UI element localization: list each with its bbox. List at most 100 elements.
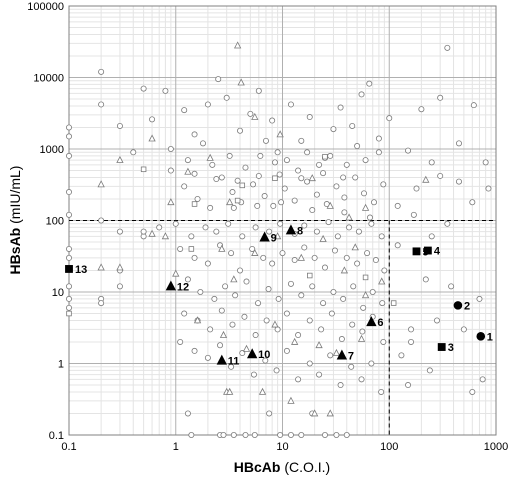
background-point-circle bbox=[306, 360, 313, 367]
y-tick-label: 1000 bbox=[40, 144, 64, 156]
background-point-circle bbox=[266, 410, 273, 417]
x-tick-label: 0.1 bbox=[61, 441, 76, 453]
background-point-circle bbox=[277, 220, 284, 227]
background-point-triangle bbox=[193, 316, 202, 324]
highlighted-point-9 bbox=[259, 231, 270, 242]
background-point-triangle bbox=[361, 291, 370, 299]
x-tick-label: 1 bbox=[173, 441, 179, 453]
highlighted-point-4 bbox=[423, 246, 432, 255]
background-point-triangle bbox=[357, 334, 366, 342]
background-point-circle bbox=[254, 202, 261, 209]
background-point-triangle bbox=[315, 341, 323, 349]
background-point-circle bbox=[66, 304, 73, 311]
background-point-circle bbox=[222, 283, 229, 290]
background-point-triangle bbox=[251, 248, 259, 256]
y-tick-label: 0.1 bbox=[49, 430, 64, 442]
background-point-circle bbox=[298, 431, 305, 438]
background-point-circle bbox=[366, 214, 373, 221]
background-point-circle bbox=[98, 68, 105, 75]
background-point-circle bbox=[202, 224, 209, 231]
y-tick-label: 100000 bbox=[27, 1, 64, 13]
background-point-circle bbox=[156, 224, 163, 231]
background-point-circle bbox=[355, 228, 362, 235]
background-point-circle bbox=[469, 199, 476, 206]
background-point-circle bbox=[241, 313, 248, 320]
background-point-triangle bbox=[226, 387, 234, 395]
background-point-circle bbox=[228, 250, 235, 257]
background-point-circle bbox=[250, 181, 257, 188]
background-point-circle bbox=[243, 278, 250, 285]
background-point-circle bbox=[217, 342, 224, 349]
highlighted-point-8 bbox=[285, 224, 297, 235]
background-point-circle bbox=[226, 152, 233, 159]
background-point-circle bbox=[279, 250, 286, 257]
background-point-circle bbox=[172, 220, 179, 227]
background-point-circle bbox=[405, 382, 412, 389]
point-label-9: 9 bbox=[271, 232, 277, 244]
point-label-11: 11 bbox=[228, 356, 240, 368]
background-point-circle bbox=[316, 371, 323, 378]
background-point-circle bbox=[213, 176, 220, 183]
background-point-circle bbox=[184, 410, 191, 417]
background-point-circle bbox=[298, 175, 305, 182]
background-point-triangle bbox=[218, 244, 226, 252]
point-label-4: 4 bbox=[434, 246, 441, 258]
background-point-circle bbox=[321, 431, 328, 438]
background-point-circle bbox=[301, 244, 308, 251]
background-point-triangle bbox=[345, 213, 353, 221]
background-point-circle bbox=[358, 91, 365, 98]
background-point-circle bbox=[343, 254, 350, 261]
background-point-circle bbox=[130, 149, 137, 156]
background-point-circle bbox=[237, 267, 244, 274]
background-point-circle bbox=[209, 161, 216, 168]
background-point-circle bbox=[251, 431, 258, 438]
background-point-circle bbox=[320, 170, 327, 177]
background-point-circle bbox=[444, 220, 451, 227]
background-point-circle bbox=[330, 288, 337, 295]
y-axis-title-unit: (mIU/mL) bbox=[7, 166, 23, 224]
background-point-square bbox=[322, 153, 328, 160]
background-point-circle bbox=[66, 245, 73, 252]
background-point-circle bbox=[116, 283, 123, 290]
background-point-triangle bbox=[332, 348, 341, 356]
point-label-7: 7 bbox=[348, 350, 354, 362]
background-point-circle bbox=[328, 310, 335, 317]
x-tick-label: 100 bbox=[380, 441, 398, 453]
background-point-circle bbox=[269, 117, 276, 124]
background-point-square bbox=[307, 272, 313, 279]
background-point-circle bbox=[338, 336, 345, 343]
y-tick-label: 1 bbox=[58, 359, 64, 371]
background-point-square bbox=[140, 166, 147, 173]
background-point-circle bbox=[167, 145, 174, 152]
background-point-circle bbox=[408, 338, 415, 345]
highlighted-point-3 bbox=[437, 343, 446, 351]
background-point-circle bbox=[333, 183, 340, 190]
background-point-circle bbox=[291, 257, 298, 264]
background-point-triangle bbox=[184, 167, 192, 175]
background-point-circle bbox=[418, 106, 425, 113]
background-point-square bbox=[272, 175, 278, 181]
background-point-circle bbox=[378, 388, 385, 395]
background-point-circle bbox=[311, 254, 318, 261]
background-point-circle bbox=[340, 295, 347, 302]
background-point-circle bbox=[327, 352, 334, 359]
background-point-circle bbox=[306, 317, 313, 324]
background-point-circle bbox=[269, 260, 276, 267]
background-point-triangle bbox=[116, 263, 124, 271]
background-point-circle bbox=[66, 124, 73, 131]
background-point-circle bbox=[249, 245, 256, 252]
background-point-circle bbox=[260, 254, 267, 261]
background-point-circle bbox=[364, 250, 371, 257]
background-point-circle bbox=[281, 185, 288, 192]
background-point-circle bbox=[230, 431, 237, 438]
background-point-triangle bbox=[310, 409, 319, 417]
background-point-triangle bbox=[251, 112, 259, 120]
background-point-circle bbox=[223, 94, 230, 101]
background-point-circle bbox=[191, 131, 198, 138]
background-point-square bbox=[362, 274, 369, 281]
cutoff-lines bbox=[69, 220, 496, 435]
background-point-circle bbox=[181, 183, 188, 190]
background-point-circle bbox=[287, 101, 294, 108]
background-point-circle bbox=[275, 295, 282, 302]
